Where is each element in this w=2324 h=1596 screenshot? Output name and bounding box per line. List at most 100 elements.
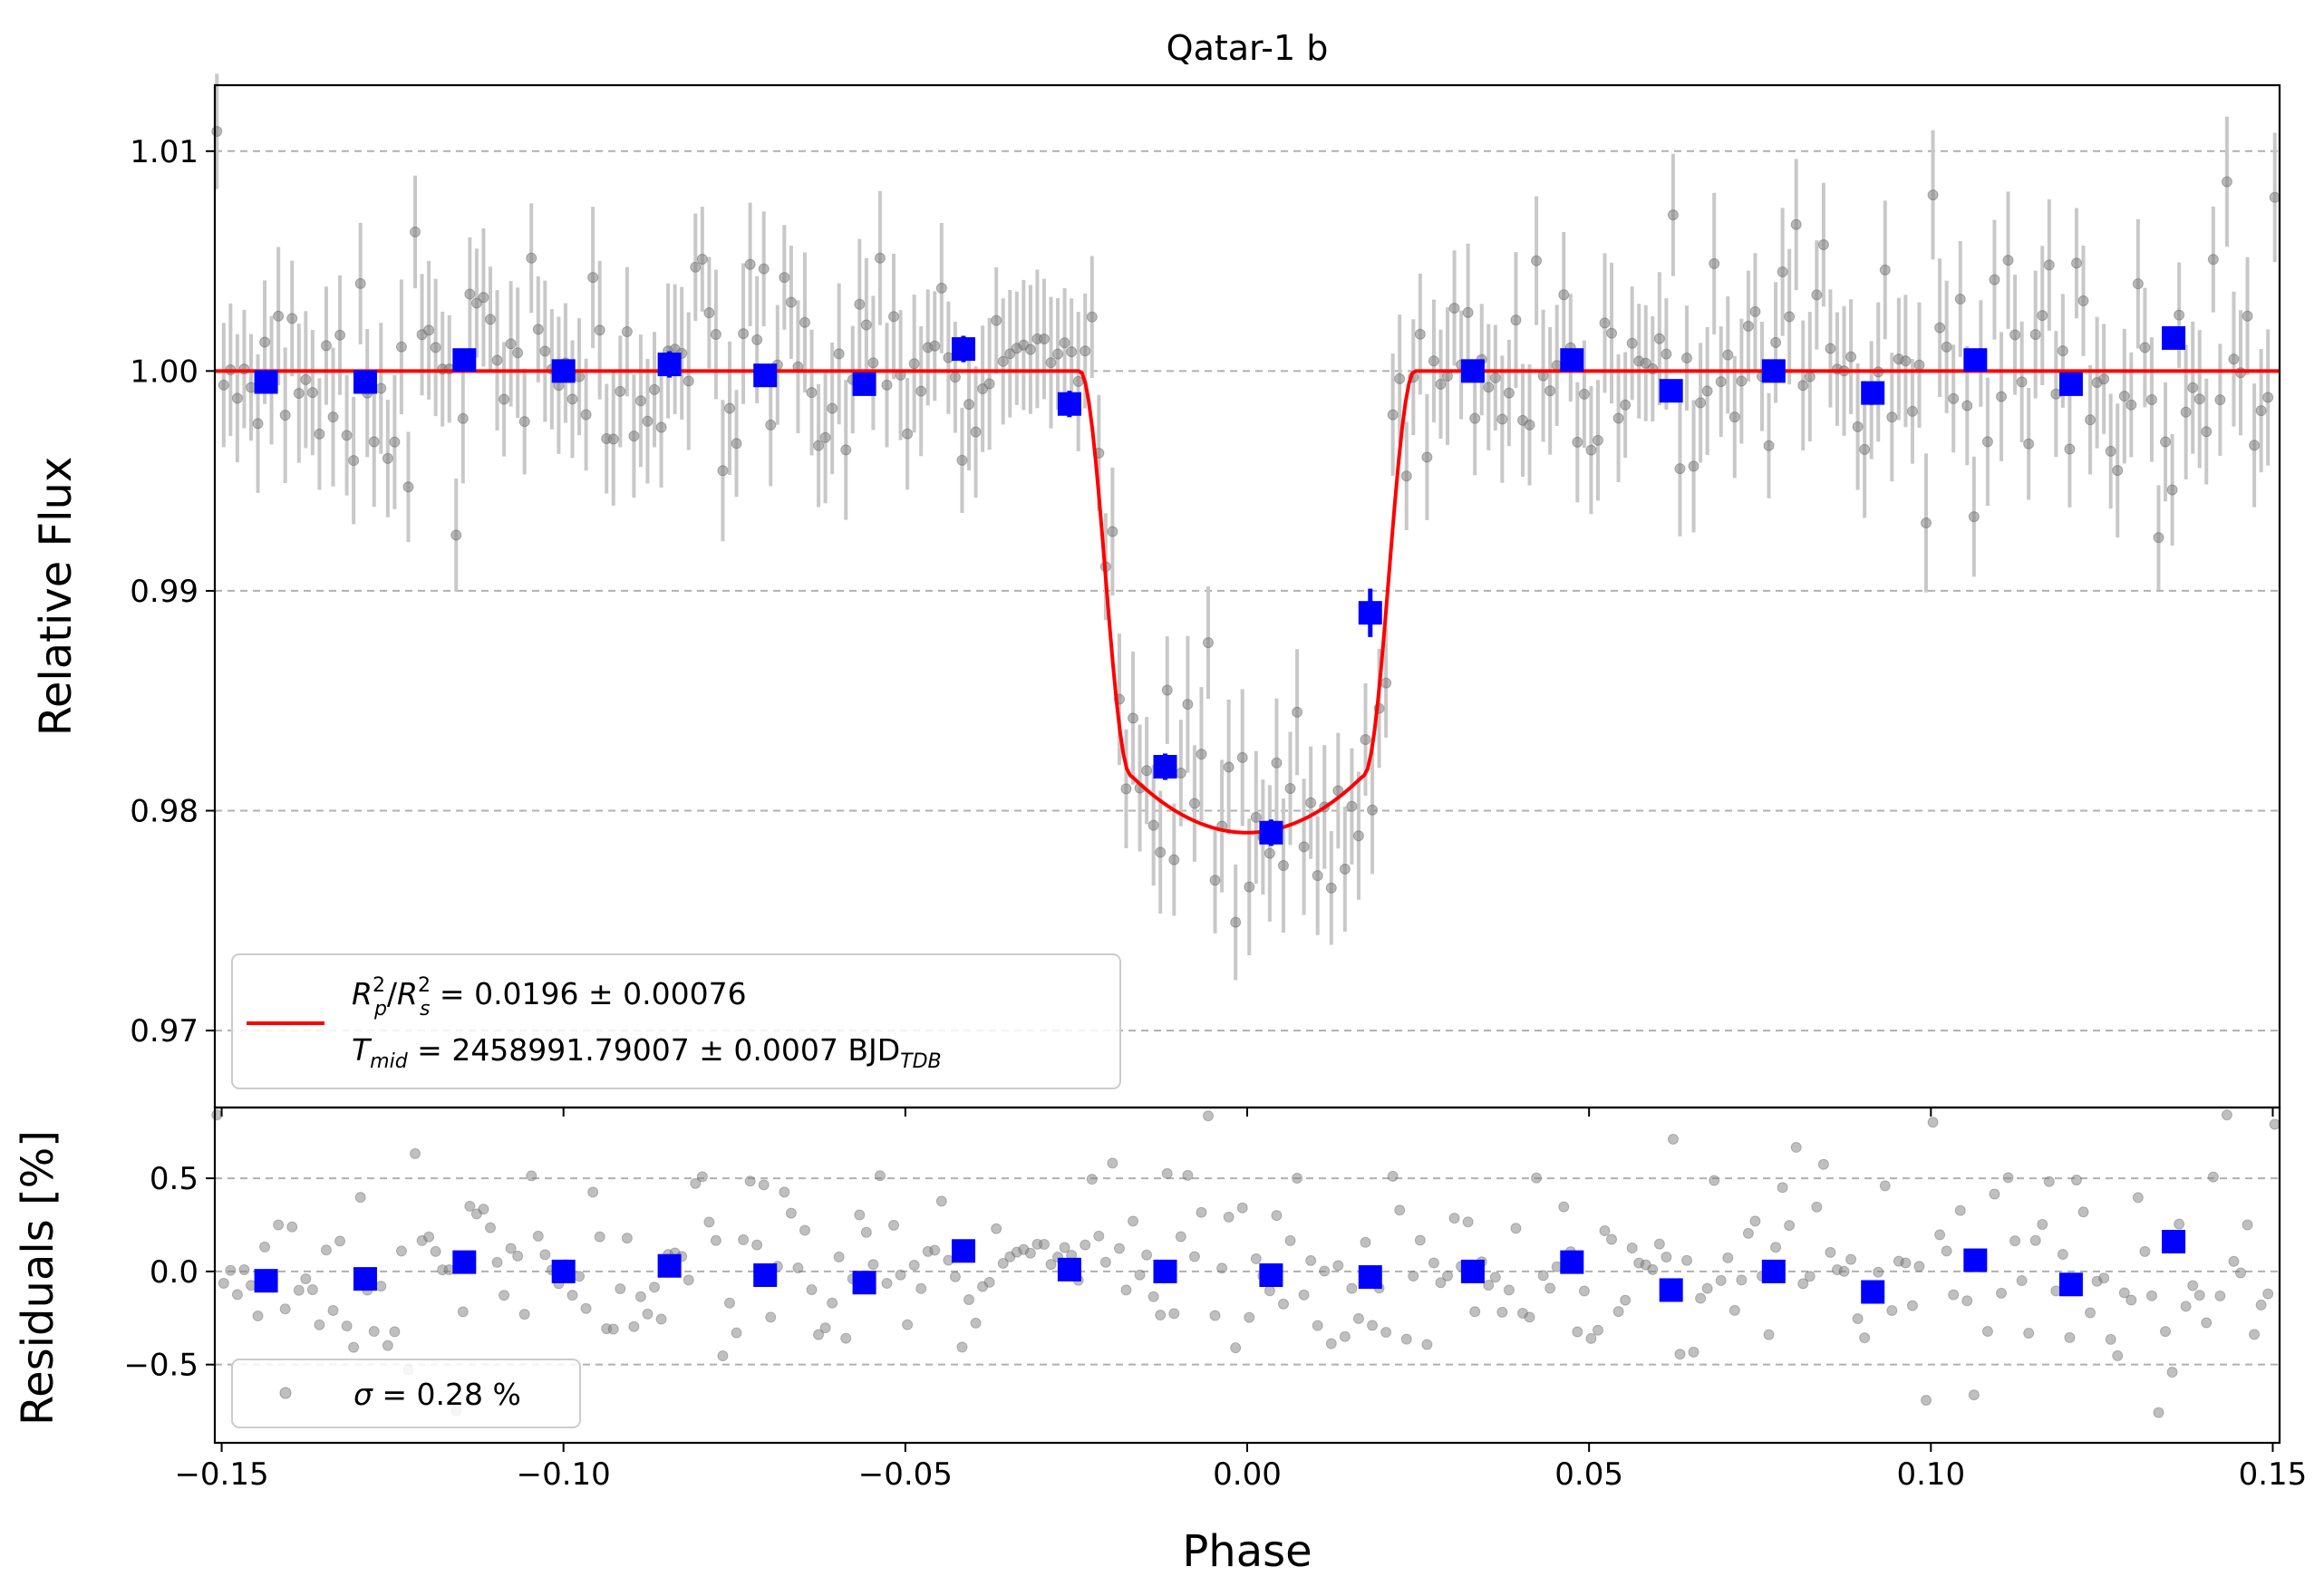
raw-data-point: [621, 325, 633, 337]
residual-point: [259, 1241, 271, 1253]
binned-data-point: [452, 348, 477, 372]
raw-data-point: [1400, 470, 1412, 482]
binned-data-point: [852, 372, 876, 396]
raw-data-point: [2193, 393, 2205, 405]
residual-point: [1168, 1308, 1180, 1320]
raw-data-point: [410, 226, 421, 237]
raw-data-point: [1004, 348, 1016, 360]
residual-point: [1045, 1259, 1057, 1271]
raw-data-point: [956, 454, 968, 466]
residual-point: [1736, 1274, 1748, 1286]
raw-data-point: [2153, 532, 2164, 544]
residual-point: [1606, 1233, 1618, 1245]
residual-point: [395, 1245, 407, 1257]
raw-data-point: [2132, 278, 2144, 290]
binned-residual-point: [1153, 1259, 1177, 1283]
residual-point: [1804, 1271, 1816, 1282]
residual-point: [2255, 1299, 2267, 1311]
raw-data-point: [382, 452, 393, 464]
raw-data-point: [738, 328, 750, 340]
raw-data-point: [1052, 348, 1064, 360]
raw-data-point: [997, 355, 1009, 367]
residual-point: [1811, 1201, 1823, 1213]
residual-point: [881, 1278, 893, 1290]
residual-point: [566, 1290, 578, 1301]
binned-residual-points: [254, 1230, 2186, 1304]
residual-point: [1544, 1282, 1556, 1294]
raw-data-point: [1510, 314, 1522, 326]
residual-point: [963, 1294, 974, 1306]
raw-data-point: [1879, 264, 1891, 276]
raw-data-point: [354, 277, 366, 289]
binned-residual-point: [1057, 1257, 1081, 1282]
raw-data-point: [1995, 391, 2007, 402]
residuals-panel: −0.5 0.0 0.5 −0.15 −0.10 −0.05 0.00 0.05 0.10 0.…: [13, 1106, 2307, 1577]
binned-data-point: [1963, 348, 1988, 372]
binned-data-point: [254, 370, 278, 394]
raw-data-point: [963, 399, 974, 411]
raw-data-point: [634, 395, 646, 407]
residual-point: [1653, 1238, 1665, 1250]
raw-data-point: [908, 358, 920, 370]
raw-data-point: [1196, 749, 1207, 760]
binned-residual-point: [551, 1259, 576, 1283]
residual-point: [1292, 1173, 1303, 1185]
binned-residual-point: [254, 1269, 278, 1293]
residual-point: [874, 1170, 886, 1182]
residual-point: [1428, 1257, 1439, 1269]
raw-data-point: [628, 430, 640, 442]
raw-data-point: [779, 272, 790, 284]
residual-point: [1086, 1174, 1098, 1185]
residual-point: [2262, 1288, 2274, 1300]
raw-data-point: [1223, 761, 1235, 773]
residual-point: [717, 1350, 729, 1362]
raw-data-point: [935, 282, 947, 294]
raw-data-point: [1653, 333, 1665, 344]
raw-data-point: [874, 252, 886, 264]
binned-residual-point: [753, 1263, 778, 1287]
raw-data-point: [1695, 397, 1707, 409]
residual-point: [1784, 1220, 1796, 1232]
phase-x-tick-label: 0.00: [1213, 1456, 1282, 1493]
raw-data-point: [1312, 870, 1323, 882]
raw-data-point: [1360, 733, 1371, 745]
raw-data-point: [1203, 637, 1215, 649]
raw-data-point: [2160, 436, 2172, 448]
residual-point: [1367, 1320, 1379, 1331]
residual-point: [1585, 1332, 1597, 1344]
residual-point: [813, 1329, 825, 1340]
residual-point: [731, 1327, 742, 1339]
raw-data-point: [2112, 465, 2124, 477]
residual-point: [1626, 1242, 1638, 1253]
residual-point: [499, 1290, 510, 1301]
raw-data-point: [286, 313, 298, 324]
residual-point: [1722, 1252, 1734, 1263]
flux-legend: R2 p/R2 s = 0.0196 ± 0.00076 Tmid = 245899…: [231, 953, 1121, 1089]
raw-data-point: [2023, 438, 2035, 450]
raw-data-point: [2085, 414, 2096, 426]
residual-point: [1790, 1141, 1802, 1153]
residual-point: [505, 1243, 517, 1254]
raw-data-point: [2016, 376, 2028, 388]
residual-point: [1400, 1333, 1412, 1345]
raw-data-point: [2057, 345, 2068, 357]
raw-data-point: [649, 383, 661, 395]
residual-point: [935, 1195, 947, 1207]
residual-point: [1503, 1284, 1515, 1296]
raw-data-point: [2098, 373, 2110, 385]
flux-y-tick-label: 1.01: [130, 134, 199, 170]
residual-point: [423, 1231, 435, 1243]
raw-data-point: [2187, 382, 2199, 393]
binned-data-point: [1460, 359, 1485, 383]
residual-point: [1059, 1242, 1070, 1253]
residual-point: [1852, 1313, 1864, 1325]
raw-data-point: [929, 340, 941, 352]
residual-point: [1695, 1292, 1707, 1304]
residual-point: [2228, 1255, 2240, 1267]
raw-data-point: [327, 411, 339, 423]
raw-data-point: [526, 252, 537, 264]
phase-x-axis-label: Phase: [1182, 1526, 1312, 1577]
binned-data-point: [657, 353, 682, 377]
residual-point: [2187, 1280, 2199, 1291]
